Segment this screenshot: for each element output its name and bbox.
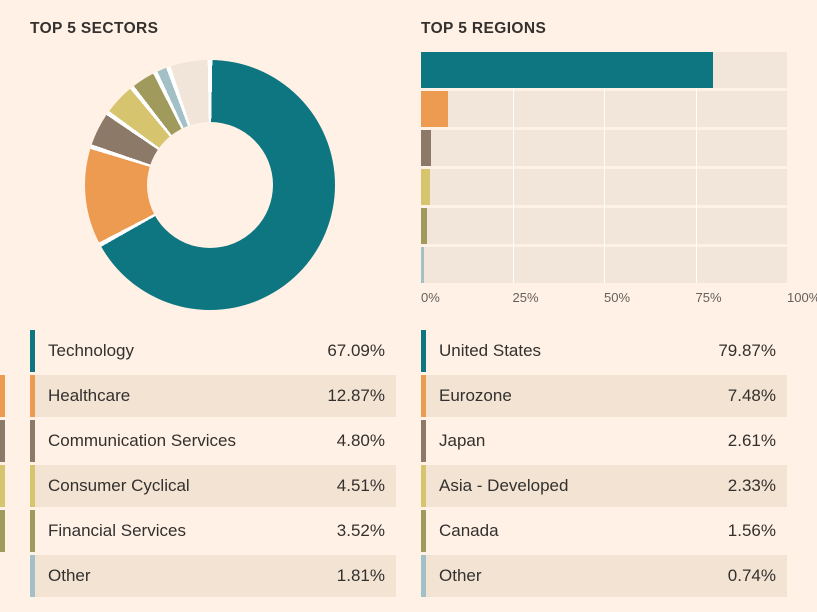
series-color-swatch — [421, 375, 426, 417]
bar-track-5 — [421, 247, 787, 283]
sector-row-3: Consumer Cyclical 4.51% — [30, 465, 396, 507]
series-color-swatch — [30, 420, 35, 462]
sector-value: 67.09% — [327, 341, 385, 360]
region-row-1: Eurozone 7.48% — [421, 375, 787, 417]
region-row-3: Asia - Developed 2.33% — [421, 465, 787, 507]
sectors-donut-chart — [85, 60, 335, 310]
x-axis-tick-label: 100% — [787, 290, 817, 305]
regions-x-axis: 0% 25% 50% 75% 100% — [421, 290, 817, 306]
region-value: 79.87% — [718, 341, 776, 360]
region-row-2: Japan 2.61% — [421, 420, 787, 462]
bar-track-4 — [421, 208, 787, 244]
series-color-swatch — [30, 510, 35, 552]
series-color-swatch — [30, 465, 35, 507]
bar-5 — [421, 247, 424, 283]
sector-value: 1.81% — [336, 566, 385, 585]
region-row-5: Other 0.74% — [421, 555, 787, 597]
sectors-legend-table: Technology 67.09% Healthcare 12.87% Communic… — [30, 330, 396, 600]
region-row-0: United States 79.87% — [421, 330, 787, 372]
bar-0 — [421, 52, 714, 88]
cropped-edge-mark — [0, 420, 5, 462]
region-label: Japan — [439, 431, 486, 450]
series-color-swatch — [421, 555, 426, 597]
bar-track-0 — [421, 52, 787, 88]
region-value: 7.48% — [727, 386, 776, 405]
sector-row-4: Financial Services 3.52% — [30, 510, 396, 552]
donut-hole — [147, 122, 273, 248]
regions-bar-chart — [421, 52, 787, 286]
sector-row-5: Other 1.81% — [30, 555, 396, 597]
bar-track-2 — [421, 130, 787, 166]
sector-value: 12.87% — [327, 386, 385, 405]
x-axis-tick-label: 0% — [421, 290, 440, 305]
bar-1 — [421, 91, 449, 127]
sectors-title: TOP 5 SECTORS — [30, 20, 159, 37]
bar-track-1 — [421, 91, 787, 127]
series-color-swatch — [421, 330, 426, 372]
x-axis-tick-label: 75% — [695, 290, 722, 305]
region-value: 1.56% — [727, 521, 776, 540]
series-color-swatch — [30, 555, 35, 597]
series-color-swatch — [421, 420, 426, 462]
series-color-swatch — [421, 465, 426, 507]
cropped-edge-mark — [0, 510, 5, 552]
sector-value: 4.51% — [336, 476, 385, 495]
series-color-swatch — [30, 375, 35, 417]
sector-value: 3.52% — [336, 521, 385, 540]
sector-label: Communication Services — [48, 431, 237, 450]
sector-label: Consumer Cyclical — [48, 476, 190, 495]
region-value: 0.74% — [727, 566, 776, 585]
x-axis-tick-label: 50% — [604, 290, 631, 305]
sector-label: Financial Services — [48, 521, 186, 540]
regions-legend-table: United States 79.87% Eurozone 7.48% Japan 2.6… — [421, 330, 787, 600]
region-row-4: Canada 1.56% — [421, 510, 787, 552]
region-label: Asia - Developed — [439, 476, 569, 495]
region-value: 2.33% — [727, 476, 776, 495]
x-axis-tick-label: 25% — [512, 290, 539, 305]
regions-title: TOP 5 REGIONS — [421, 20, 547, 37]
region-label: Eurozone — [439, 386, 512, 405]
sector-value: 4.80% — [336, 431, 385, 450]
cropped-edge-mark — [0, 375, 5, 417]
bar-2 — [421, 130, 431, 166]
sector-label: Other — [48, 566, 91, 585]
region-label: Canada — [439, 521, 499, 540]
bar-track-3 — [421, 169, 787, 205]
cropped-edge-mark — [0, 465, 5, 507]
region-value: 2.61% — [727, 431, 776, 450]
region-label: Other — [439, 566, 482, 585]
sector-row-0: Technology 67.09% — [30, 330, 396, 372]
region-label: United States — [439, 341, 542, 360]
sector-row-1: Healthcare 12.87% — [30, 375, 396, 417]
bar-4 — [421, 208, 427, 244]
series-color-swatch — [30, 330, 35, 372]
sector-row-2: Communication Services 4.80% — [30, 420, 396, 462]
bar-3 — [421, 169, 430, 205]
sector-label: Healthcare — [48, 386, 131, 405]
series-color-swatch — [421, 510, 426, 552]
sector-label: Technology — [48, 341, 135, 360]
